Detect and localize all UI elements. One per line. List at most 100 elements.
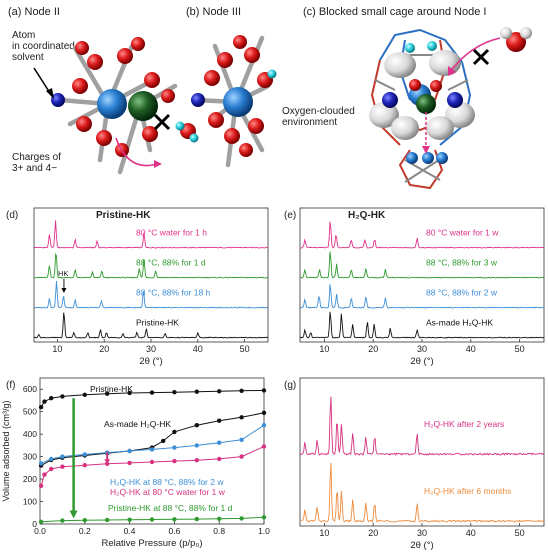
isotherm-point (127, 517, 132, 522)
y-tick-label: 100 (23, 497, 37, 507)
cage-model (369, 27, 532, 190)
isotherm-point (239, 516, 244, 521)
isotherm-point (261, 444, 267, 449)
series-label: H₂Q-HK at 88 °C, 88% for 2 w (110, 477, 224, 487)
x-tick-label: 10 (319, 528, 329, 538)
x-tick-label: 50 (515, 528, 525, 538)
isotherm-point (172, 390, 177, 395)
isotherm-point (38, 461, 44, 466)
series-line (299, 251, 545, 279)
x-tick-label: 10 (52, 344, 62, 354)
isotherm-point (172, 517, 177, 522)
isotherm-point (161, 438, 166, 444)
isotherm-point (194, 516, 199, 522)
isotherm-point (239, 388, 244, 393)
hk-annotation: HK (58, 269, 68, 278)
isotherm-point (239, 437, 244, 442)
isotherm-point (82, 463, 88, 468)
chart-title: Pristine-HK (96, 210, 151, 221)
panel-b-title: (b) Node III (186, 6, 242, 18)
isotherm-point (261, 410, 267, 415)
isotherm-point (127, 390, 132, 396)
series-label: As-made H₂Q-HK (426, 317, 493, 327)
isotherm-point (38, 483, 44, 488)
isotherm-point (60, 394, 65, 399)
y-tick-label: 300 (23, 452, 37, 462)
series-line (299, 221, 545, 249)
isotherm-point (127, 460, 132, 466)
isotherm-point (49, 396, 54, 401)
isotherm-point (49, 456, 54, 462)
pink-arrow-head (104, 459, 111, 464)
isotherm-point (194, 458, 199, 463)
x-tick-label: 50 (515, 344, 525, 354)
isotherm-point (60, 454, 65, 459)
y-tick-label: 500 (23, 407, 37, 417)
series-line (299, 396, 545, 456)
node-ii-model (33, 37, 199, 175)
series-label: Pristine-HK (90, 384, 133, 394)
isotherm-point (38, 405, 44, 410)
x-tick-label: 50 (240, 344, 250, 354)
isotherm-point (82, 452, 88, 457)
isotherm-point (261, 388, 267, 393)
isotherm-point (217, 440, 222, 445)
node-iii-model (191, 35, 277, 168)
x-tick-label: 40 (466, 344, 476, 354)
series-label: H₂Q-HK after 6 months (424, 486, 511, 496)
x-tick-label: 20 (368, 528, 378, 538)
chart-title: H₂Q-HK (348, 210, 386, 221)
x-tick-label: 20 (99, 344, 109, 354)
series-line (299, 462, 545, 524)
panel-label: (e) (284, 210, 296, 221)
y-tick-label: 0 (32, 519, 37, 529)
series-label: Pristine-HK at 88 °C, 88% for 1 d (108, 503, 233, 513)
isotherm-point (49, 466, 54, 472)
isotherm-point (239, 454, 244, 459)
y-axis-label: Volume adsorbed (cm³/g) (1, 400, 11, 501)
x-tick-label: 40 (466, 528, 476, 538)
isotherm-point (217, 418, 222, 423)
series-label: 88 °C, 88% for 2 w (426, 287, 498, 297)
x-tick-label: 0.2 (79, 526, 91, 536)
x-tick-label: 0.6 (168, 526, 180, 536)
x-tick-label: 30 (417, 344, 427, 354)
panel-c-title: (c) Blocked small cage around Node I (303, 6, 487, 18)
series-label: 88 °C, 88% for 3 w (426, 257, 498, 267)
panel-a-solvent-label: Atom in coordinated solvent (12, 30, 75, 63)
isotherm-point (261, 423, 267, 428)
isotherm-point (194, 443, 199, 448)
series-line (33, 280, 269, 309)
x-axis-label: 2θ (°) (410, 356, 433, 367)
x-tick-label: 30 (417, 528, 427, 538)
isotherm-point (217, 456, 222, 462)
y-tick-label: 600 (23, 384, 37, 394)
isotherm-point (172, 458, 177, 464)
isotherm-point (60, 518, 65, 523)
series-label: Pristine-HK (136, 317, 179, 327)
x-tick-label: 0.4 (124, 526, 136, 536)
series-label: 80 °C water for 1 h (136, 227, 207, 237)
series-label: 88 °C, 88% for 18 h (136, 287, 211, 297)
series-line (300, 284, 545, 309)
isotherm-point (194, 389, 199, 394)
series-label: H₂Q-HK after 2 years (424, 419, 504, 429)
series-label: 80 °C water for 1 w (426, 227, 499, 237)
isotherm-point (239, 415, 244, 420)
isotherm-point (82, 392, 88, 397)
series-line (33, 220, 269, 249)
x-tick-label: 20 (368, 344, 378, 354)
isotherm-point (217, 389, 222, 394)
plot-frame (39, 377, 265, 525)
chart-g-h2q-hk-stability: 10 20 30 40 50 2θ (°) (g) H₂Q-HK after 2 years H… (284, 377, 545, 551)
series-line (33, 252, 268, 279)
panel-label: (d) (6, 210, 18, 221)
collapse-arrow-head (69, 510, 78, 519)
hk-arrow-head (61, 288, 67, 293)
isotherm-point (149, 459, 155, 465)
isotherm-point (194, 423, 199, 428)
isotherm-point (105, 517, 110, 523)
x-tick-label: 0.0 (34, 526, 46, 536)
series-line (33, 312, 269, 339)
isotherm-point (42, 399, 47, 404)
